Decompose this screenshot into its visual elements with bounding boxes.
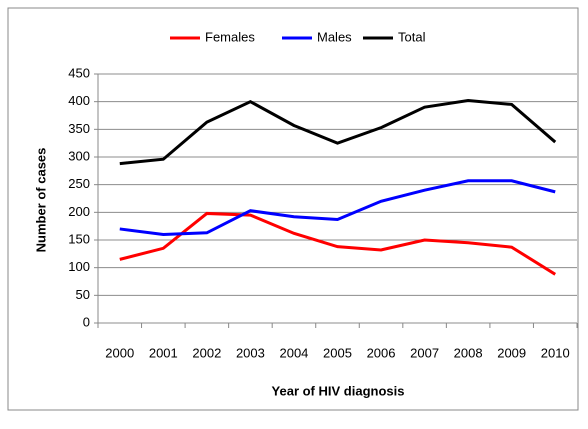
y-tick-label: 400 bbox=[68, 93, 90, 108]
y-axis-title: Number of cases bbox=[33, 148, 48, 253]
x-tick-label: 2009 bbox=[497, 345, 526, 360]
y-tick-label: 100 bbox=[68, 259, 90, 274]
y-tick-label: 150 bbox=[68, 231, 90, 246]
line-series bbox=[119, 179, 556, 236]
legend-label: Females bbox=[205, 29, 255, 44]
y-tick-label: 50 bbox=[76, 287, 90, 302]
x-tick-label: 2000 bbox=[105, 345, 134, 360]
x-axis-title: Year of HIV diagnosis bbox=[272, 383, 405, 398]
x-tick-label: 2010 bbox=[541, 345, 570, 360]
y-tick-label: 250 bbox=[68, 176, 90, 191]
x-tick-label: 2006 bbox=[367, 345, 396, 360]
line-series bbox=[119, 99, 557, 166]
y-tick-label: 350 bbox=[68, 121, 90, 136]
x-tick-label: 2005 bbox=[323, 345, 352, 360]
x-tick-label: 2008 bbox=[454, 345, 483, 360]
y-tick-label: 450 bbox=[68, 65, 90, 80]
x-tick-label: 2002 bbox=[192, 345, 221, 360]
x-tick-label: 2004 bbox=[279, 345, 308, 360]
x-tick-label: 2007 bbox=[410, 345, 439, 360]
x-tick-label: 2003 bbox=[236, 345, 265, 360]
y-tick-label: 200 bbox=[68, 204, 90, 219]
y-tick-label: 300 bbox=[68, 148, 90, 163]
y-tick-label: 0 bbox=[83, 314, 90, 329]
legend-label: Males bbox=[317, 29, 352, 44]
legend-label: Total bbox=[398, 29, 426, 44]
chart-frame bbox=[7, 7, 579, 411]
line-series bbox=[119, 211, 557, 276]
x-tick-label: 2001 bbox=[149, 345, 178, 360]
